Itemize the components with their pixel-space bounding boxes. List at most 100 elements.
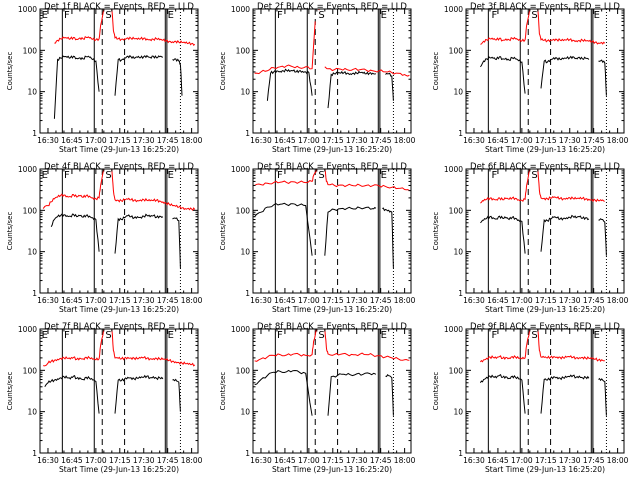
- axes-frame: [39, 8, 199, 134]
- y-tick-label: 10: [27, 408, 37, 417]
- y-tick-label: 1000: [444, 5, 463, 14]
- x-tick-label: 18:00: [394, 296, 416, 305]
- annotation-label: E: [42, 330, 48, 341]
- x-tick-label: 18:00: [181, 456, 203, 465]
- x-tick-label: 16:30: [250, 136, 272, 145]
- events-series-line: [540, 55, 590, 89]
- y-tick-label: 100: [236, 366, 251, 375]
- lld-series-line: [254, 169, 318, 186]
- events-series-line: [382, 207, 394, 269]
- x-tick-label: 17:15: [322, 456, 344, 465]
- annotation-label: S: [318, 170, 324, 181]
- x-axis-label: Start Time (29-Jun-13 16:25:20): [485, 305, 605, 314]
- x-tick-label: 16:30: [463, 136, 485, 145]
- chart-title: Det 5f BLACK = Events, RED = LLD: [257, 162, 407, 172]
- x-tick-label: 16:45: [487, 296, 509, 305]
- chart-title: Det 8f BLACK = Events, RED = LLD: [257, 322, 407, 332]
- x-axis-label: Start Time (29-Jun-13 16:25:20): [485, 145, 605, 154]
- axes-frame: [39, 328, 199, 454]
- lld-series-line: [537, 9, 606, 45]
- y-tick-label: 10: [453, 248, 463, 257]
- x-axis-label: Start Time (29-Jun-13 16:25:20): [272, 465, 392, 474]
- y-tick-label: 10: [240, 88, 250, 97]
- x-tick-label: 17:45: [583, 296, 605, 305]
- x-tick-label: 18:00: [607, 296, 629, 305]
- annotation-label: E: [168, 170, 174, 181]
- y-tick-label: 1: [32, 129, 37, 138]
- x-tick-label: 16:45: [61, 456, 83, 465]
- x-tick-label: 17:00: [298, 136, 320, 145]
- y-axis-label: Counts/sec: [432, 52, 440, 91]
- events-series-line: [324, 206, 377, 256]
- annotation-label: F: [64, 170, 70, 181]
- events-series-line: [480, 56, 526, 94]
- y-tick-label: 100: [236, 206, 251, 215]
- x-tick-label: 16:30: [250, 456, 272, 465]
- annotation-label: F: [277, 170, 283, 181]
- annotation-label: F: [277, 330, 283, 341]
- events-series-line: [598, 218, 607, 256]
- lld-series-line: [480, 9, 531, 45]
- y-tick-label: 1000: [18, 165, 37, 174]
- x-tick-label: 18:00: [181, 136, 203, 145]
- annotation-label: S: [531, 330, 537, 341]
- annotation-label: S: [105, 170, 111, 181]
- x-axis-label: Start Time (29-Jun-13 16:25:20): [59, 145, 179, 154]
- x-tick-label: 17:45: [157, 456, 179, 465]
- chart-title: Det 4f BLACK = Events, RED = LLD: [44, 162, 194, 172]
- chart-title: Det 2f BLACK = Events, RED = LLD: [257, 2, 407, 12]
- x-tick-label: 17:00: [511, 136, 533, 145]
- events-series-line: [327, 372, 377, 416]
- x-tick-label: 17:15: [535, 456, 557, 465]
- x-tick-label: 16:45: [274, 456, 296, 465]
- annotation-label: E: [381, 170, 387, 181]
- x-tick-label: 18:00: [394, 456, 416, 465]
- events-series-line: [114, 374, 164, 414]
- x-tick-label: 17:30: [346, 296, 368, 305]
- lld-series-line: [54, 9, 105, 44]
- x-tick-label: 16:45: [274, 136, 296, 145]
- x-tick-label: 18:00: [181, 296, 203, 305]
- lld-series-line: [43, 329, 105, 367]
- x-tick-label: 17:30: [346, 136, 368, 145]
- x-tick-label: 17:00: [298, 456, 320, 465]
- x-tick-label: 17:15: [322, 296, 344, 305]
- x-tick-label: 17:30: [133, 296, 155, 305]
- x-tick-label: 17:15: [322, 136, 344, 145]
- y-tick-label: 1000: [18, 5, 37, 14]
- lld-series-line: [42, 169, 105, 209]
- x-tick-label: 16:30: [463, 456, 485, 465]
- annotation-label: S: [318, 330, 324, 341]
- x-tick-label: 17:00: [85, 136, 107, 145]
- lld-series-line: [480, 329, 531, 363]
- y-tick-label: 1: [458, 129, 463, 138]
- x-tick-label: 16:30: [37, 296, 59, 305]
- y-tick-label: 10: [453, 88, 463, 97]
- x-tick-label: 17:30: [559, 456, 581, 465]
- y-tick-label: 10: [27, 248, 37, 257]
- x-axis-label: Start Time (29-Jun-13 16:25:20): [272, 305, 392, 314]
- plot-area: [254, 329, 410, 453]
- x-tick-label: 16:30: [37, 136, 59, 145]
- x-tick-label: 16:45: [487, 456, 509, 465]
- events-series-line: [598, 59, 607, 96]
- x-tick-label: 16:30: [37, 456, 59, 465]
- axes-frame: [252, 328, 412, 454]
- x-tick-label: 16:30: [463, 296, 485, 305]
- x-tick-label: 18:00: [394, 136, 416, 145]
- y-tick-label: 1: [458, 289, 463, 298]
- events-series-line: [114, 54, 164, 96]
- annotation-label: E: [42, 170, 48, 181]
- x-tick-label: 17:15: [535, 136, 557, 145]
- events-series-line: [254, 369, 313, 416]
- annotation-label: S: [531, 10, 537, 21]
- annotation-label: E: [381, 330, 387, 341]
- y-tick-label: 1000: [18, 325, 37, 334]
- events-series-line: [266, 68, 313, 101]
